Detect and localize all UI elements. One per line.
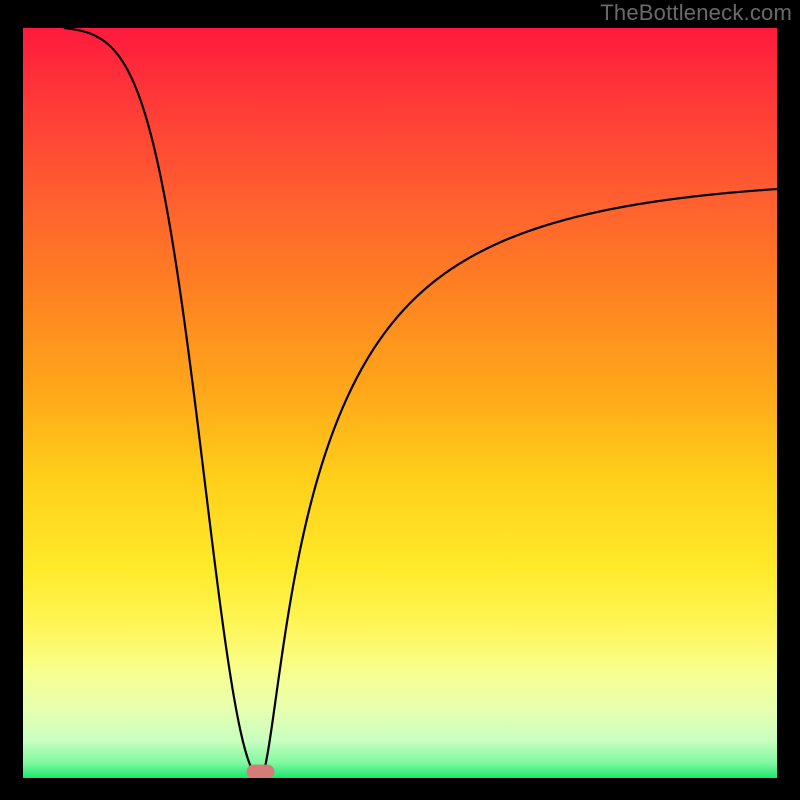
watermark-text: TheBottleneck.com <box>600 0 792 26</box>
gradient-background <box>23 28 777 778</box>
notch-marker <box>247 765 275 778</box>
plot-area <box>23 28 777 778</box>
chart-svg <box>23 28 777 778</box>
chart-frame: TheBottleneck.com <box>0 0 800 800</box>
